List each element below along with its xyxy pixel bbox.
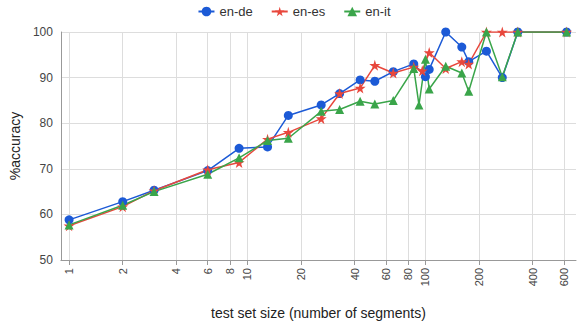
svg-text:4: 4	[170, 268, 182, 274]
svg-text:80: 80	[402, 268, 414, 280]
svg-text:test set size (number of segme: test set size (number of segments)	[211, 305, 426, 321]
svg-text:50: 50	[40, 253, 54, 267]
svg-text:%accuracy: %accuracy	[7, 112, 23, 180]
svg-text:600: 600	[558, 268, 570, 286]
svg-text:2: 2	[117, 268, 129, 274]
svg-text:90: 90	[40, 71, 54, 85]
svg-text:400: 400	[527, 268, 539, 286]
svg-text:80: 80	[40, 116, 54, 130]
svg-text:6: 6	[202, 268, 214, 274]
svg-text:70: 70	[40, 162, 54, 176]
svg-text:en-de: en-de	[219, 4, 252, 19]
svg-text:8: 8	[224, 268, 236, 274]
svg-text:60: 60	[40, 207, 54, 221]
svg-text:40: 40	[349, 268, 361, 280]
svg-text:en-it: en-it	[365, 4, 391, 19]
svg-text:100: 100	[33, 25, 53, 39]
svg-text:1: 1	[63, 268, 75, 274]
svg-text:20: 20	[295, 268, 307, 280]
svg-text:60: 60	[380, 268, 392, 280]
svg-text:en-es: en-es	[293, 4, 326, 19]
svg-text:10: 10	[241, 268, 253, 280]
svg-text:200: 200	[473, 268, 485, 286]
svg-text:100: 100	[419, 268, 431, 286]
